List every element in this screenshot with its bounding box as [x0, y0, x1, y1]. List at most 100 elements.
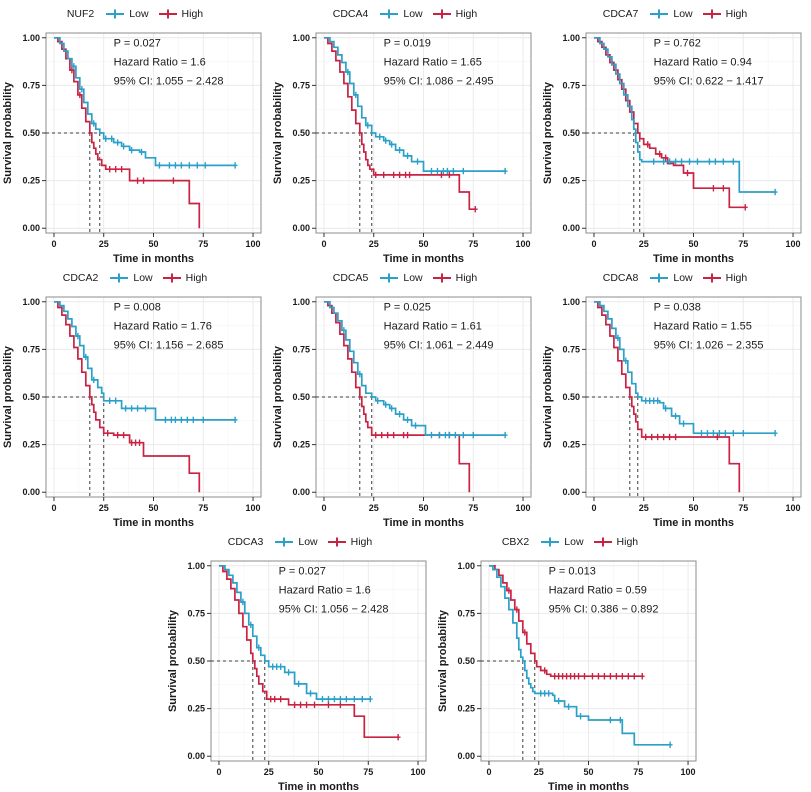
x-tick-label: 50: [418, 239, 428, 249]
km-plot: 0 25 50 75 100 0.00 0.25 0.50 0.75 1.00 Time in mo…: [542, 32, 802, 265]
legend-item-low: Low: [379, 8, 423, 20]
y-axis-title: Survival probability: [167, 609, 179, 712]
p-value-label: P = 0.038: [654, 301, 701, 313]
y-tick-label: 0.50: [292, 392, 310, 402]
panel-header: CDCA2 Low High: [0, 264, 270, 289]
x-tick-label: 0: [591, 239, 596, 249]
censor-marks-high: [506, 587, 645, 680]
x-tick-label: 100: [411, 767, 426, 777]
hazard-ratio-label: Hazard Ratio = 1.61: [384, 320, 482, 332]
y-tick-label: 0.75: [562, 344, 580, 354]
gene-title: CBX2: [501, 536, 530, 548]
km-panel-cdca5: CDCA5 Low High 0 25 50 75 100 0.00 0.25 0.50 0.75 1.…: [270, 264, 540, 529]
km-panel-cdca2: CDCA2 Low High 0 25 50 75 100 0.00 0.25 0.50 0.75 1.…: [0, 264, 270, 529]
km-plot: 0 25 50 75 100 0.00 0.25 0.50 0.75 1.00 Time in mo…: [437, 560, 697, 792]
y-tick-label: 0.25: [292, 440, 310, 450]
y-tick-label: 0.00: [292, 223, 310, 233]
legend-label-low: Low: [403, 8, 423, 20]
y-axis-title: Survival probability: [272, 345, 284, 448]
y-tick-label: 0.50: [562, 392, 580, 402]
y-tick-label: 0.50: [292, 128, 310, 138]
km-panel-cbx2: CBX2 Low High 0 25 50 75 100 0.00 0.25 0.50 0.75 1.0…: [435, 528, 705, 792]
x-tick-label: 25: [264, 767, 274, 777]
x-tick-label: 0: [51, 503, 56, 513]
km-panel-cdca4: CDCA4 Low High 0 25 50 75 100 0.00 0.25 0.50 0.75 1.…: [270, 0, 540, 265]
y-tick-label: 0.25: [562, 440, 580, 450]
y-axis-title: Survival probability: [272, 81, 284, 184]
y-axis-title: Survival probability: [437, 609, 449, 712]
y-tick-label: 1.00: [292, 33, 310, 43]
p-value-label: P = 0.013: [549, 565, 596, 577]
y-tick-label: 0.75: [292, 80, 310, 90]
km-plot: 0 25 50 75 100 0.00 0.25 0.50 0.75 1.00 Time in mo…: [272, 32, 532, 265]
x-tick-label: 75: [468, 239, 478, 249]
legend-low-marker: [106, 9, 125, 19]
y-tick-label: 1.00: [22, 33, 40, 43]
y-tick-label: 1.00: [22, 297, 40, 307]
x-tick-label: 25: [99, 503, 109, 513]
km-curve-high: [489, 564, 643, 678]
y-tick-label: 0.50: [457, 656, 475, 666]
hazard-ratio-label: Hazard Ratio = 0.59: [549, 584, 647, 596]
y-tick-label: 0.00: [562, 487, 580, 497]
km-curve-low: [489, 564, 671, 746]
y-tick-label: 0.75: [292, 344, 310, 354]
censor-marks-high: [373, 171, 478, 213]
x-tick-label: 75: [633, 767, 643, 777]
legend-high-marker: [702, 9, 721, 19]
gene-title: CDCA3: [227, 536, 264, 548]
km-curve-low: [324, 36, 506, 172]
confidence-interval-label: 95% CI: 1.061 − 2.449: [384, 339, 494, 351]
legend-high-marker: [327, 537, 346, 547]
y-tick-label: 1.00: [292, 297, 310, 307]
x-tick-label: 25: [369, 503, 379, 513]
x-axis-title: Time in months: [653, 253, 734, 265]
legend-label-low: Low: [673, 272, 693, 284]
legend-low-marker: [650, 273, 669, 283]
legend-item-low: Low: [649, 272, 693, 284]
y-tick-label: 0.00: [292, 487, 310, 497]
x-tick-label: 50: [148, 503, 158, 513]
x-tick-label: 50: [313, 767, 323, 777]
confidence-interval-label: 95% CI: 1.055 − 2.428: [114, 75, 224, 87]
censor-marks-low: [71, 63, 238, 169]
legend-low-marker: [110, 273, 129, 283]
km-plot: 0 25 50 75 100 0.00 0.25 0.50 0.75 1.00 Time in mo…: [542, 296, 802, 529]
y-tick-label: 0.00: [22, 487, 40, 497]
legend-item-low: Low: [649, 8, 693, 20]
legend-item-low: Low: [105, 8, 149, 20]
panel-header: CDCA7 Low High: [540, 0, 810, 25]
y-tick-label: 0.25: [22, 176, 40, 186]
y-tick-label: 0.00: [562, 223, 580, 233]
confidence-interval-label: 95% CI: 1.056 − 2.428: [279, 603, 389, 615]
x-tick-label: 0: [216, 767, 221, 777]
y-tick-label: 0.25: [562, 176, 580, 186]
km-curve-high: [324, 300, 471, 493]
x-tick-label: 0: [486, 767, 491, 777]
y-tick-label: 0.50: [187, 656, 205, 666]
censor-marks-low: [240, 598, 373, 703]
x-tick-label: 100: [786, 239, 801, 249]
gene-title: NUF2: [66, 8, 95, 20]
hazard-ratio-label: Hazard Ratio = 0.94: [654, 56, 752, 68]
censor-marks-high: [268, 695, 401, 741]
km-curve-high: [219, 564, 399, 739]
y-axis-title: Survival probability: [2, 81, 14, 184]
legend-high-marker: [162, 273, 181, 283]
x-tick-label: 50: [688, 239, 698, 249]
legend-item-high: High: [593, 536, 638, 548]
y-tick-label: 0.25: [187, 704, 205, 714]
legend-low-marker: [275, 537, 294, 547]
x-tick-label: 25: [99, 239, 109, 249]
legend-item-low: Low: [540, 536, 584, 548]
figure-row-1: NUF2 Low High 0 25 50 75 100 0.00 0.25 0.50 0.75 1.0…: [0, 0, 811, 265]
p-value-label: P = 0.027: [114, 37, 161, 49]
x-tick-label: 25: [639, 503, 649, 513]
x-tick-label: 100: [786, 503, 801, 513]
censor-marks-high: [105, 429, 142, 446]
hazard-ratio-label: Hazard Ratio = 1.6: [279, 584, 371, 596]
legend-item-low: Low: [109, 272, 153, 284]
censor-marks-low: [651, 158, 778, 196]
panel-header: CBX2 Low High: [435, 528, 705, 553]
